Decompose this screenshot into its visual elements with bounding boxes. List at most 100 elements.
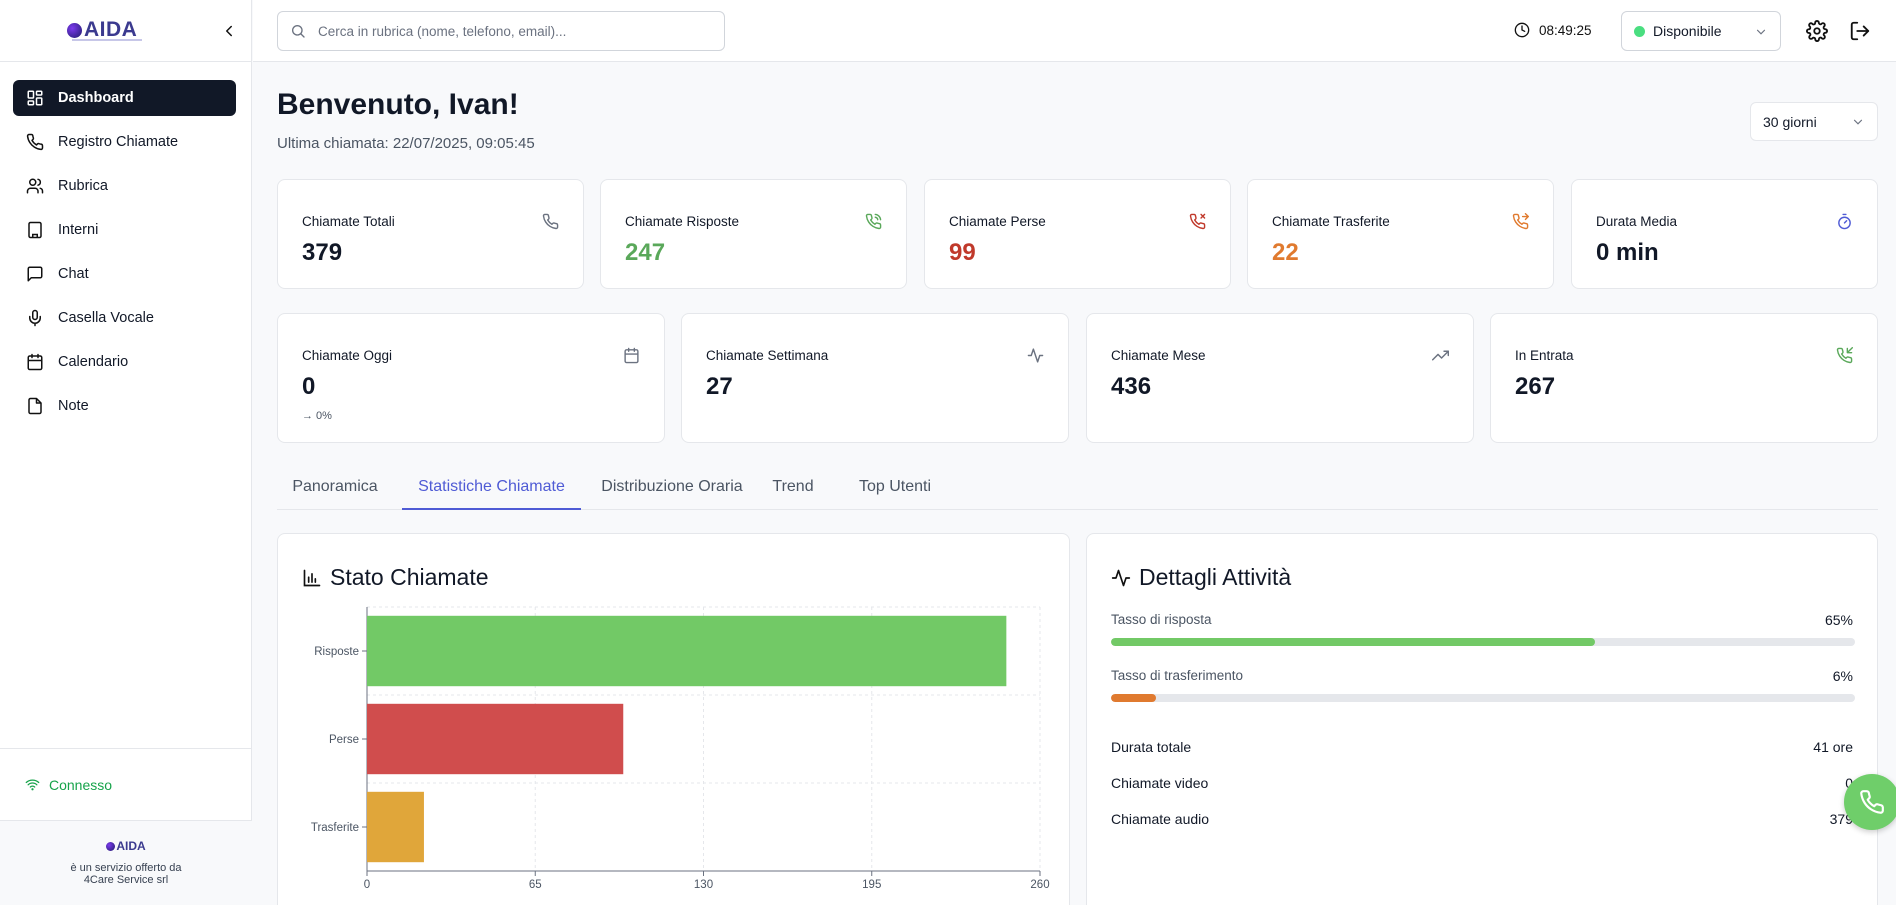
tab-statistiche-chiamate[interactable]: Statistiche Chiamate xyxy=(402,467,581,510)
sidebar-item-label: Interni xyxy=(58,222,99,238)
calendar-icon xyxy=(624,347,639,364)
video-calls-label: Chiamate video xyxy=(1111,775,1209,791)
phone-icon xyxy=(1860,790,1884,814)
availability-label: Disponibile xyxy=(1653,23,1722,39)
phone-incoming-icon xyxy=(1836,347,1853,364)
tab-distribuzione-oraria[interactable]: Distribuzione Oraria xyxy=(601,478,743,495)
topbar: 08:49:25 Disponibile xyxy=(253,0,1896,62)
sidebar: AIDA Dashboard Registro Chiamate Rubrica… xyxy=(0,0,252,905)
sidebar-item-casella-vocale[interactable]: Casella Vocale xyxy=(13,300,236,336)
period-select[interactable]: 30 giorni xyxy=(1750,102,1878,141)
stat-value: 0 min xyxy=(1596,239,1659,266)
stat-label: Chiamate Mese xyxy=(1111,348,1206,363)
bar-perse xyxy=(367,703,624,775)
stat-value: 379 xyxy=(302,239,343,266)
sidebar-item-label: Registro Chiamate xyxy=(58,134,179,150)
stat-value: 99 xyxy=(949,239,976,266)
x-tick-label: 130 xyxy=(694,879,713,891)
footer-logo: AIDA xyxy=(106,839,146,853)
activity-icon xyxy=(1027,348,1044,363)
sidebar-nav: Dashboard Registro Chiamate Rubrica Inte… xyxy=(13,80,236,432)
sidebar-item-registro-chiamate[interactable]: Registro Chiamate xyxy=(13,124,236,160)
stat-change: → 0% xyxy=(302,410,332,422)
stat-card-week: Chiamate Settimana 27 xyxy=(681,313,1069,443)
sidebar-header: AIDA xyxy=(0,0,251,62)
activity-icon xyxy=(1111,569,1131,586)
search-box[interactable] xyxy=(277,11,725,51)
tab-panoramica[interactable]: Panoramica xyxy=(292,478,378,495)
chevron-down-icon xyxy=(1756,29,1766,35)
transfer-rate-value: 6% xyxy=(1832,668,1853,684)
response-rate-value: 65% xyxy=(1824,612,1853,628)
stat-value: 247 xyxy=(625,239,666,266)
stat-label: Chiamate Risposte xyxy=(625,214,740,229)
clock-icon xyxy=(1514,22,1530,38)
last-call-info: Ultima chiamata: 22/07/2025, 09:05:45 xyxy=(277,135,535,152)
connection-status: Connesso xyxy=(0,748,252,820)
stat-label: In Entrata xyxy=(1515,348,1574,363)
chevron-down-icon xyxy=(1853,119,1863,125)
sidebar-item-chat[interactable]: Chat xyxy=(13,256,236,292)
clock-time: 08:49:25 xyxy=(1539,22,1592,38)
stat-card-today: Chiamate Oggi 0 → 0% xyxy=(277,313,665,443)
stat-value: 267 xyxy=(1515,373,1556,400)
stat-card-total: Chiamate Totali 379 xyxy=(277,179,584,289)
y-tick-label: Trasferite xyxy=(311,822,359,834)
status-dot xyxy=(1634,25,1645,37)
stat-card-avg-duration: Durata Media 0 min xyxy=(1571,179,1878,289)
availability-select[interactable]: Disponibile xyxy=(1621,11,1781,51)
connection-status-label: Connesso xyxy=(49,776,113,793)
phone-call-icon xyxy=(865,213,882,230)
footer-brand-name: AIDA xyxy=(116,839,146,853)
trending-up-icon xyxy=(1432,350,1449,361)
file-icon xyxy=(28,397,42,415)
stat-label: Chiamate Totali xyxy=(302,214,395,229)
stat-card-month: Chiamate Mese 436 xyxy=(1086,313,1474,443)
response-rate-fill xyxy=(1111,638,1595,646)
bar-chart-icon xyxy=(303,569,321,586)
sidebar-item-label: Calendario xyxy=(58,354,129,370)
tab-trend[interactable]: Trend xyxy=(772,478,814,495)
response-rate-label: Tasso di risposta xyxy=(1111,612,1212,627)
wifi-icon xyxy=(25,779,40,791)
stat-label: Chiamate Settimana xyxy=(706,348,829,363)
stat-value: 0 xyxy=(302,373,316,400)
activity-panel-title: Dettagli Attività xyxy=(1111,564,1291,591)
x-tick-label: 260 xyxy=(1030,879,1049,891)
stat-label: Chiamate Oggi xyxy=(302,348,393,363)
logout-icon[interactable] xyxy=(1849,20,1871,42)
logo-mark-icon xyxy=(67,22,82,38)
clock: 08:49:25 xyxy=(1514,22,1592,38)
chart-title: Stato Chiamate xyxy=(330,564,489,590)
sidebar-item-calendario[interactable]: Calendario xyxy=(13,344,236,380)
sidebar-item-interni[interactable]: Interni xyxy=(13,212,236,248)
brand-logo[interactable]: AIDA xyxy=(67,18,137,42)
tab-bar: Panoramica Statistiche Chiamate Distribu… xyxy=(277,467,1878,510)
x-tick-label: 195 xyxy=(862,879,881,891)
search-input[interactable] xyxy=(318,23,718,39)
grid-icon xyxy=(27,90,43,106)
sidebar-item-rubrica[interactable]: Rubrica xyxy=(13,168,236,204)
floating-call-button[interactable] xyxy=(1844,774,1896,830)
page-title: Benvenuto, Ivan! xyxy=(277,88,519,121)
bar-chart: Risposte Perse Trasferite 0 65 130 195 260 xyxy=(311,606,1050,891)
transfer-rate-fill xyxy=(1111,694,1156,702)
sidebar-item-label: Dashboard xyxy=(58,90,134,106)
chart-panel: Stato Chiamate Risposte Perse Trasferite 0 6… xyxy=(277,533,1070,905)
stat-label: Durata Media xyxy=(1596,214,1678,229)
footer-line-2: 4Care Service srl xyxy=(83,873,169,886)
tab-top-utenti[interactable]: Top Utenti xyxy=(858,478,932,495)
bar-trasferite xyxy=(367,791,424,863)
gear-icon[interactable] xyxy=(1806,20,1828,42)
phone-missed-icon xyxy=(1189,213,1206,230)
sidebar-item-dashboard[interactable]: Dashboard xyxy=(13,80,236,116)
y-tick-label: Risposte xyxy=(314,646,359,658)
total-duration-label: Durata totale xyxy=(1111,739,1192,755)
chevron-left-icon[interactable] xyxy=(220,22,238,40)
stat-card-incoming: In Entrata 267 xyxy=(1490,313,1878,443)
bar-risposte xyxy=(367,615,1007,687)
sidebar-item-note[interactable]: Note xyxy=(13,388,236,424)
video-calls-value: 0 xyxy=(1845,775,1853,791)
brand-name: AIDA xyxy=(84,18,138,41)
y-tick-label: Perse xyxy=(329,734,359,746)
